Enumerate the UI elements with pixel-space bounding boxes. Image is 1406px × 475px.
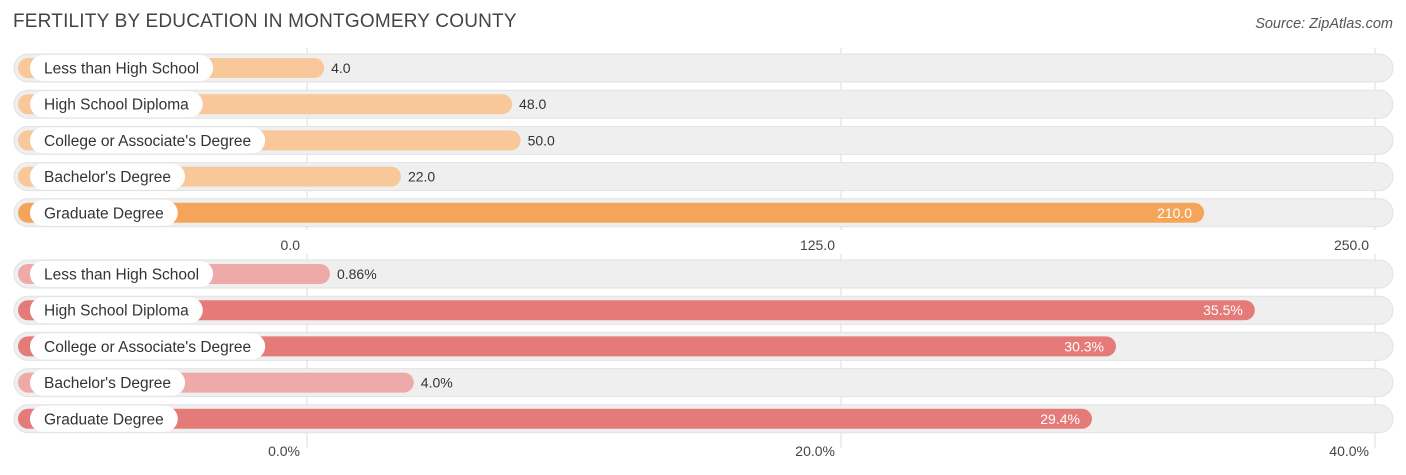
rate-value-label: 4.0%	[421, 375, 453, 391]
rate-category-label: Graduate Degree	[44, 411, 164, 428]
rate-bar	[18, 408, 1092, 429]
chart-title: FERTILITY BY EDUCATION IN MONTGOMERY COU…	[13, 11, 517, 32]
count-value-label: 210.0	[1157, 205, 1192, 221]
rate-category-pill	[30, 405, 178, 432]
rate-value-label: 30.3%	[1064, 338, 1104, 354]
count-category-label: College or Associate's Degree	[44, 133, 251, 150]
count-category-pill	[30, 55, 214, 81]
count-category-pill	[30, 199, 178, 226]
rate-category-label: High School Diploma	[44, 303, 189, 320]
rate-category-pill	[30, 261, 214, 287]
rate-value-label: 35.5%	[1203, 302, 1243, 318]
count-value-label: 48.0	[519, 96, 546, 112]
count-value-label: 50.0	[528, 132, 555, 148]
count-category-label: Less than High School	[44, 61, 199, 78]
count-bar-track	[13, 53, 1394, 83]
count-tick-label: 250.0	[1334, 237, 1369, 253]
rate-bar	[18, 336, 1117, 357]
source-credit: Source: ZipAtlas.com	[1255, 16, 1393, 32]
count-category-pill	[30, 127, 266, 154]
count-category-label: Graduate Degree	[44, 205, 164, 222]
rate-chart: Less than High School 0.86% High School Di…	[13, 254, 1394, 459]
count-category-label: High School Diploma	[44, 97, 189, 114]
rate-value-label: 0.86%	[337, 266, 377, 282]
count-tick-label: 125.0	[800, 237, 835, 253]
rate-category-label: College or Associate's Degree	[44, 339, 251, 356]
rate-category-pill	[30, 297, 203, 324]
count-chart: Less than High School 4.0 High School Dipl…	[13, 48, 1394, 253]
rate-tick-label: 20.0%	[795, 443, 835, 459]
rate-category-pill	[30, 369, 186, 396]
count-category-label: Bachelor's Degree	[44, 169, 171, 186]
rate-bar-track	[13, 259, 1394, 289]
rate-tick-label: 40.0%	[1329, 443, 1369, 459]
rate-tick-label: 0.0%	[268, 443, 300, 459]
count-value-label: 22.0	[408, 169, 435, 185]
count-category-pill	[30, 91, 203, 118]
rate-bar	[18, 300, 1255, 321]
rate-category-pill	[30, 333, 266, 360]
rate-category-label: Bachelor's Degree	[44, 375, 171, 392]
count-tick-label: 0.0	[281, 237, 301, 253]
rate-category-label: Less than High School	[44, 267, 199, 284]
count-category-pill	[30, 163, 186, 190]
count-bar	[18, 202, 1205, 223]
rate-value-label: 29.4%	[1040, 411, 1080, 427]
count-value-label: 4.0	[331, 60, 351, 76]
